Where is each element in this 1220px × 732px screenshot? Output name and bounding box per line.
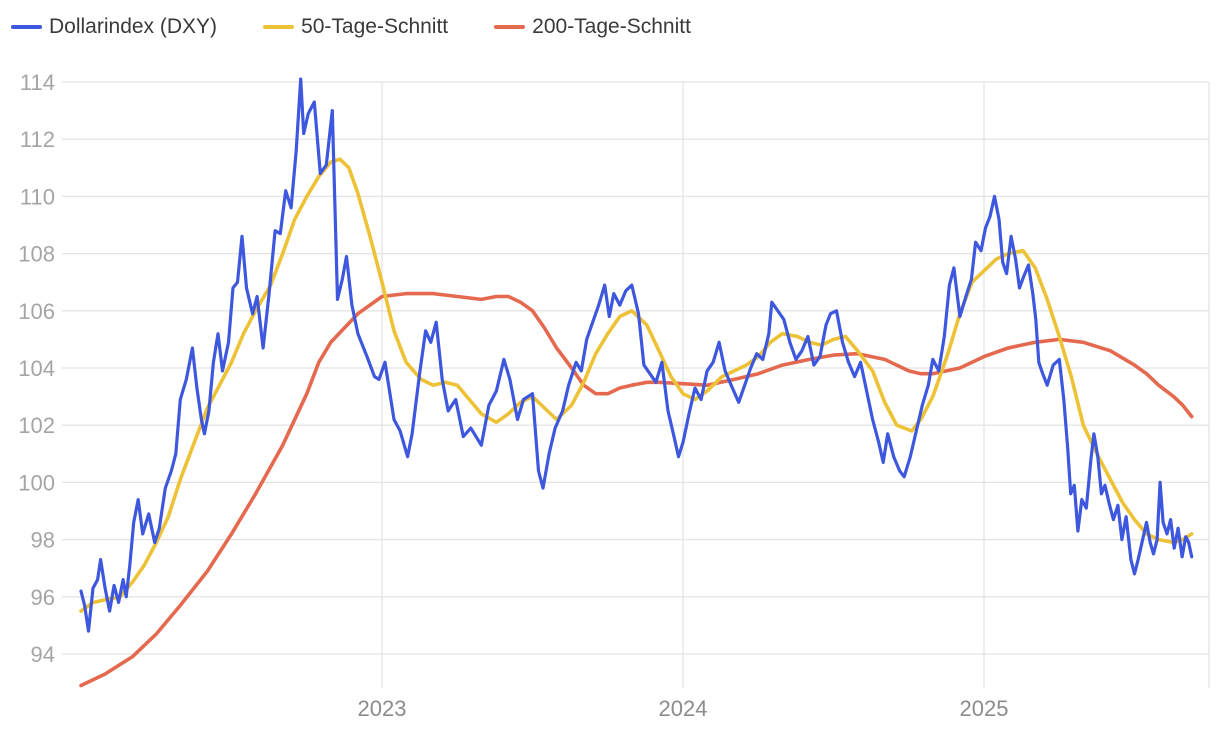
y-axis-tick-label: 98 [31,528,55,553]
y-axis-tick-label: 102 [18,413,55,438]
y-axis-tick-label: 106 [18,299,55,324]
y-axis-tick-label: 100 [18,470,55,495]
legend-item-ma50[interactable]: 50-Tage-Schnitt [263,14,448,40]
dxy-line-swatch-icon [11,25,42,29]
x-axis-tick-label: 2024 [659,696,708,721]
ma50-line-swatch-icon [263,25,295,29]
y-axis-tick-label: 104 [18,356,55,381]
y-axis-tick-label: 112 [20,127,55,152]
ma200-line-swatch-icon [494,25,526,29]
y-axis-tick-label: 114 [20,70,55,95]
x-axis-tick-label: 2023 [358,696,407,721]
chart-legend: Dollarindex (DXY) 50-Tage-Schnitt 200-Ta… [11,14,691,40]
y-axis-tick-label: 110 [20,184,55,209]
legend-item-ma200[interactable]: 200-Tage-Schnitt [494,14,691,40]
legend-label-ma50: 50-Tage-Schnitt [301,15,449,38]
y-axis-tick-label: 94 [31,642,55,667]
x-axis-tick-label: 2025 [960,696,1009,721]
legend-item-dxy[interactable]: Dollarindex (DXY) [11,14,217,40]
y-axis-tick-label: 108 [18,242,55,267]
series-line-dxy [79,77,1194,633]
series-line-ma200 [79,291,1194,688]
legend-label-dxy: Dollarindex (DXY) [49,15,218,38]
legend-label-ma200: 200-Tage-Schnitt [532,15,691,38]
y-axis-tick-label: 96 [31,585,55,610]
